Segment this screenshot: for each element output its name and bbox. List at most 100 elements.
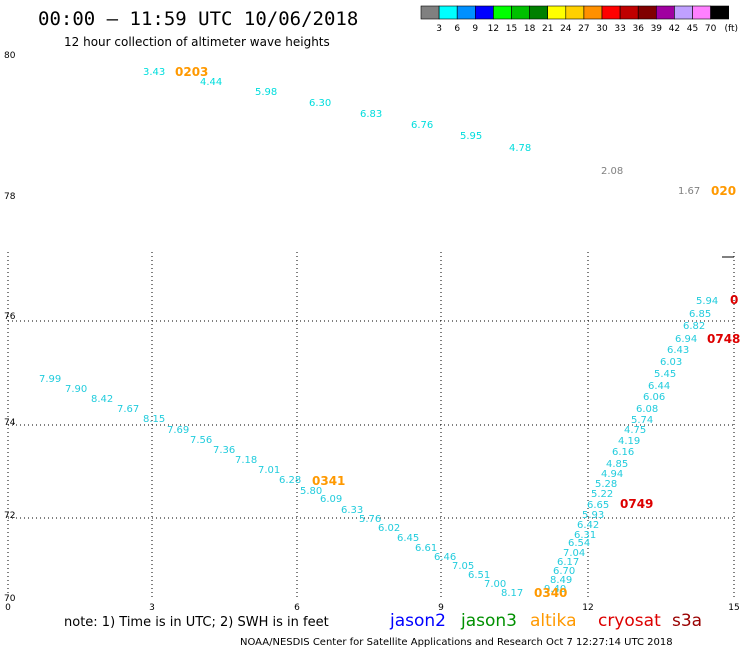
wave-height-value: 7.01 [258, 465, 280, 476]
legend-swatch [674, 5, 693, 20]
pass-time-labels: 0203 020 0341 0340 0749 0748 0 [175, 65, 740, 600]
wave-height-value: 4.44 [200, 77, 222, 88]
legend-tick-label: 70 [705, 24, 717, 34]
wave-height-value: 5.80 [300, 486, 322, 497]
longitude-label: 9 [438, 603, 444, 613]
legend-tick-label: 3 [436, 24, 442, 34]
satellite-legend-cryosat: cryosat [598, 611, 661, 631]
wave-height-value: 7.67 [117, 404, 139, 415]
longitude-axis: 0 3 6 9 12 15 [5, 603, 740, 613]
legend-tick-label: 39 [651, 24, 663, 34]
legend-tick-label: 45 [687, 24, 698, 34]
wave-height-value: 2.08 [601, 166, 623, 177]
footer-credit: NOAA/NESDIS Center for Satellite Applica… [240, 637, 673, 648]
wave-height-value: 5.45 [654, 369, 676, 380]
legend-tick-label: 9 [472, 24, 478, 34]
legend-swatch [655, 5, 675, 20]
legend-swatch [565, 5, 585, 20]
footer-note: note: 1) Time is in UTC; 2) SWH is in fe… [64, 615, 329, 630]
wave-height-value: 8.17 [501, 588, 523, 599]
legend-swatch [420, 5, 440, 20]
page-title: 00:00 – 11:59 UTC 10/06/2018 [38, 8, 358, 30]
wave-height-value: 7.04 [563, 548, 585, 559]
wave-height-value: 6.85 [689, 309, 711, 320]
wave-height-value: 7.99 [39, 374, 61, 385]
legend-tick-label: 27 [578, 24, 589, 34]
wave-height-value: 7.90 [65, 384, 87, 395]
wave-height-value: 8.15 [143, 414, 165, 425]
wave-height-value: 5.74 [631, 415, 653, 426]
wave-height-value: 7.00 [484, 579, 506, 590]
longitude-label: 3 [149, 603, 155, 613]
satellite-legend-jason2: jason2 [389, 611, 446, 631]
wave-height-value: 7.18 [235, 455, 257, 466]
wave-height-value: 6.17 [557, 557, 579, 568]
wave-height-value: 6.45 [397, 533, 419, 544]
legend-swatch [456, 5, 476, 20]
wave-height-value: 7.69 [167, 425, 189, 436]
pass-time-label: 0748 [707, 332, 740, 346]
satellite-legend-s3a: s3a [672, 611, 702, 631]
map-grid [7, 252, 735, 598]
legend-tick-label: 42 [669, 24, 680, 34]
satellite-legend-altika: altika [530, 611, 577, 631]
wave-height-value: 6.02 [378, 523, 400, 534]
wave-height-value: 6.33 [341, 505, 363, 516]
wave-height-value: 6.82 [683, 321, 705, 332]
wave-height-value: 6.42 [577, 520, 599, 531]
wave-height-value: 3.43 [143, 67, 165, 78]
wave-height-value: 6.83 [360, 109, 382, 120]
wave-height-value: 5.94 [696, 296, 718, 307]
legend-swatch [637, 5, 657, 20]
latitude-label: 74 [4, 418, 16, 428]
satellite-legend: jason2 jason3 altika cryosat s3a [389, 611, 702, 631]
longitude-label: 12 [582, 603, 593, 613]
wave-height-value: 6.61 [415, 543, 437, 554]
legend-swatch [547, 5, 567, 20]
wave-height-value: 5.28 [595, 479, 617, 490]
wave-height-value: 1.67 [678, 186, 700, 197]
legend-swatch [601, 5, 621, 20]
longitude-label: 6 [294, 603, 300, 613]
wave-height-value: 6.76 [411, 120, 433, 131]
wave-height-value: 6.09 [320, 494, 342, 505]
pass-time-label: 0203 [175, 65, 208, 79]
legend-tick-label: 15 [506, 24, 517, 34]
page-subtitle: 12 hour collection of altimeter wave hei… [64, 35, 330, 49]
wave-height-value: 5.93 [582, 510, 604, 521]
latitude-label: 78 [4, 192, 16, 202]
wave-height-value: 6.70 [553, 566, 575, 577]
wave-height-value: 7.36 [213, 445, 235, 456]
legend-swatch [710, 5, 729, 20]
wave-height-value: 5.76 [359, 514, 381, 525]
wave-height-value: 6.43 [667, 345, 689, 356]
wave-height-value: 8.42 [91, 394, 113, 405]
wave-height-value: 5.95 [460, 131, 482, 142]
wave-height-value: 4.94 [601, 469, 623, 480]
wave-height-value: 4.78 [509, 143, 531, 154]
wave-height-values: 3.43 4.44 5.98 6.30 6.83 6.76 5.95 4.78 2.08 1.67… [39, 67, 718, 599]
color-scale-legend: 3 6 9 12 15 18 21 24 27 30 33 36 39 42 45 70 (ft) [420, 5, 738, 34]
wave-height-value: 4.19 [618, 436, 640, 447]
legend-tick-label: 6 [454, 24, 460, 34]
wave-height-value: 7.56 [190, 435, 212, 446]
pass-time-label: 0 [730, 293, 738, 307]
wave-height-value: 6.51 [468, 570, 490, 581]
latitude-label: 70 [4, 594, 16, 604]
longitude-label: 15 [728, 603, 739, 613]
longitude-label: 0 [5, 603, 11, 613]
legend-swatch [493, 5, 512, 20]
legend-tick-label: 30 [596, 24, 608, 34]
legend-swatch [474, 5, 494, 20]
wave-height-value: 6.65 [587, 500, 609, 511]
wave-height-value: 6.54 [568, 538, 590, 549]
legend-swatch [511, 5, 530, 20]
pass-time-label: 0749 [620, 497, 653, 511]
pass-time-label: 020 [711, 184, 736, 198]
legend-swatch [529, 5, 548, 20]
wave-height-value: 6.30 [309, 98, 331, 109]
wave-height-value: 6.44 [648, 381, 670, 392]
latitude-axis: 80 78 76 74 72 70 [4, 51, 16, 604]
wave-height-value: 6.31 [574, 530, 596, 541]
